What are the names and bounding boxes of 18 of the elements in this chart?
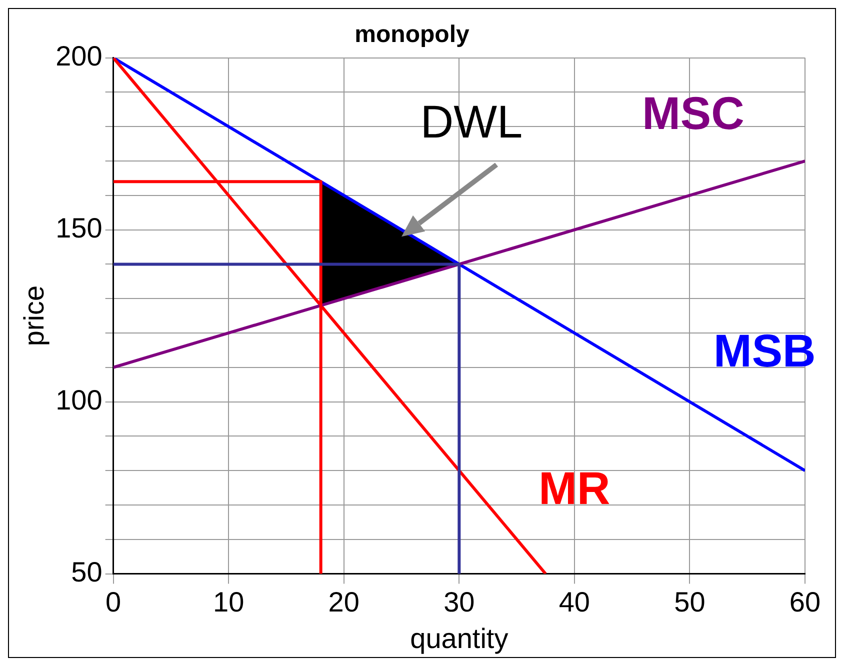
series-label: MSB xyxy=(714,324,816,376)
y-tick-label: 50 xyxy=(71,556,102,588)
series-label: MR xyxy=(538,462,610,514)
x-axis-title: quantity xyxy=(410,622,508,654)
y-tick-label: 200 xyxy=(56,40,102,72)
x-tick-label: 0 xyxy=(106,586,122,618)
x-tick-label: 10 xyxy=(213,586,244,618)
annotation: DWL xyxy=(420,95,523,148)
y-tick-label: 150 xyxy=(56,212,102,244)
x-tick-label: 60 xyxy=(789,586,821,618)
y-tick-label: 100 xyxy=(56,384,102,416)
x-tick-label: 20 xyxy=(328,586,360,618)
x-tick-label: 40 xyxy=(558,586,590,618)
x-tick-label: 30 xyxy=(444,586,475,618)
x-tick-label: 50 xyxy=(674,586,706,618)
series-label: MSC xyxy=(642,86,744,139)
chart-title: monopoly xyxy=(354,21,470,48)
y-axis-title: price xyxy=(18,285,50,346)
